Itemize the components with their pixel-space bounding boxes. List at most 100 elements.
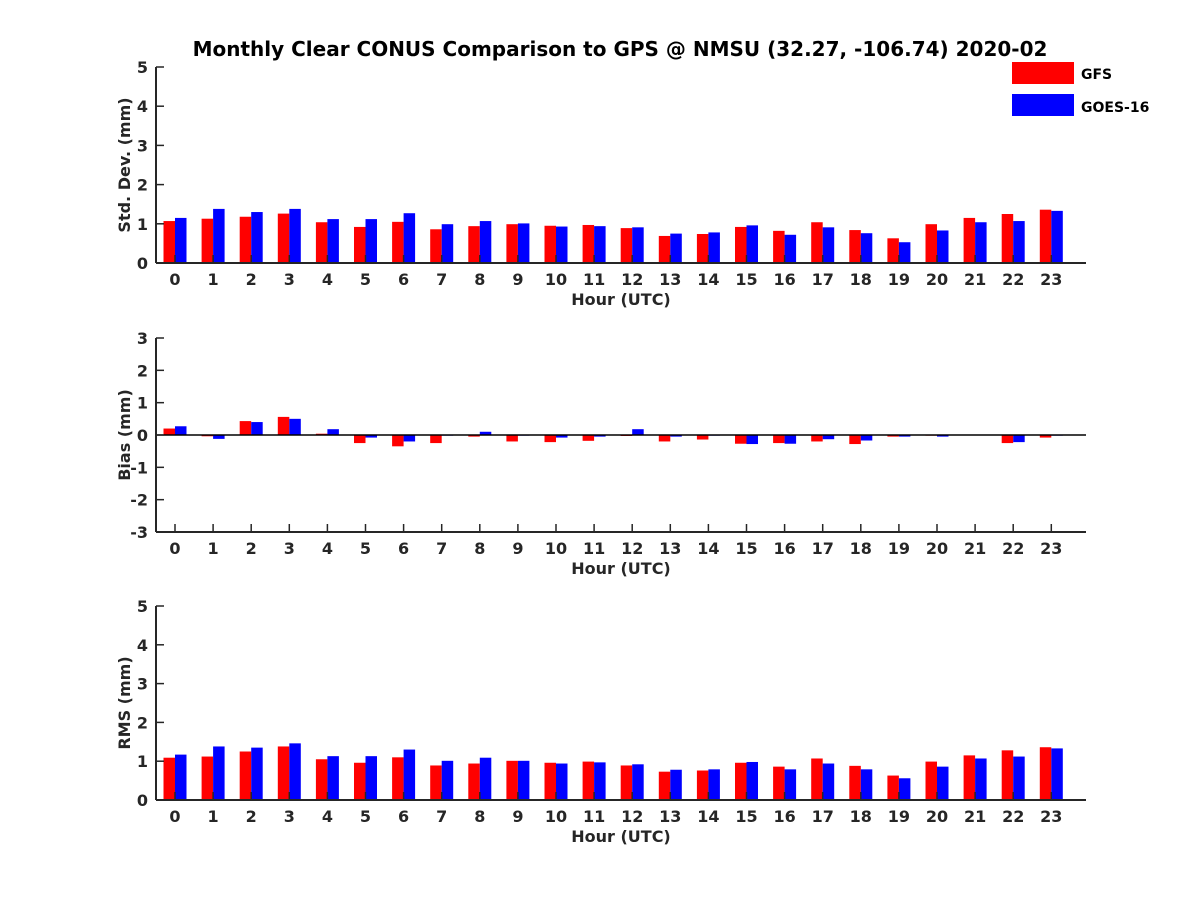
bar-goes16-16: [784, 435, 797, 444]
x-tick-label: 16: [773, 270, 795, 289]
bar-gfs-22: [1001, 750, 1014, 800]
bar-goes16-10: [556, 226, 568, 263]
x-tick-label: 9: [512, 807, 523, 826]
bar-goes16-11: [594, 226, 606, 263]
bar-gfs-5: [354, 762, 366, 800]
x-tick-label: 19: [888, 807, 910, 826]
bar-goes16-20: [937, 435, 949, 437]
bar-goes16-12: [632, 429, 644, 435]
bar-gfs-9: [506, 435, 518, 442]
bar-gfs-11: [582, 435, 595, 441]
bar-goes16-14: [708, 232, 720, 263]
y-tick-label: 1: [137, 215, 148, 234]
x-tick-label: 13: [659, 270, 681, 289]
bar-goes16-7: [441, 760, 454, 800]
y-tick-label: 3: [137, 136, 148, 155]
x-tick-label: 0: [169, 270, 180, 289]
bar-gfs-7: [430, 435, 442, 444]
bar-gfs-19: [887, 435, 899, 437]
y-tick-label: 2: [137, 176, 148, 195]
bar-gfs-9: [506, 760, 518, 800]
y-tick-label: 4: [137, 97, 148, 116]
x-tick-label: 4: [322, 807, 333, 826]
bar-gfs-6: [392, 435, 404, 447]
x-tick-label: 7: [436, 539, 447, 558]
bar-gfs-16: [773, 766, 785, 800]
bar-gfs-9: [506, 224, 518, 263]
y-tick-label: 2: [137, 361, 148, 380]
bar-gfs-22: [1001, 435, 1014, 444]
bar-goes16-8: [479, 431, 492, 435]
x-tick-label: 1: [208, 539, 219, 558]
x-tick-label: 15: [735, 270, 757, 289]
bar-goes16-3: [289, 208, 301, 263]
bar-goes16-15: [746, 435, 758, 445]
bar-gfs-18: [849, 230, 861, 263]
x-tick-label: 22: [1002, 539, 1024, 558]
bar-gfs-15: [735, 435, 747, 444]
bar-gfs-15: [735, 762, 747, 800]
bar-gfs-17: [811, 222, 823, 263]
x-axis-label: Hour (UTC): [571, 827, 671, 846]
x-tick-label: 20: [926, 807, 948, 826]
bar-goes16-17: [822, 763, 835, 800]
bar-gfs-7: [430, 229, 442, 263]
bar-gfs-2: [239, 216, 252, 263]
x-tick-label: 21: [964, 807, 986, 826]
x-tick-label: 16: [773, 539, 795, 558]
bar-gfs-17: [811, 758, 823, 800]
bar-goes16-12: [632, 227, 644, 263]
bar-gfs-7: [430, 765, 442, 800]
legend-label-gfs: GFS: [1081, 67, 1112, 83]
bar-gfs-19: [887, 775, 899, 800]
bar-gfs-23: [1039, 435, 1052, 438]
y-tick-label: 5: [137, 58, 148, 77]
bar-gfs-5: [354, 435, 366, 444]
bar-goes16-15: [746, 761, 758, 800]
bar-goes16-10: [556, 763, 568, 800]
x-tick-label: 0: [169, 807, 180, 826]
bar-goes16-18: [860, 769, 873, 800]
y-tick-label: 4: [137, 636, 148, 655]
bar-goes16-20: [937, 766, 949, 800]
bar-goes16-13: [670, 769, 682, 800]
bar-goes16-4: [327, 756, 339, 800]
bar-goes16-4: [327, 429, 339, 435]
bar-gfs-10: [544, 435, 556, 443]
x-tick-label: 11: [583, 270, 605, 289]
bar-goes16-11: [594, 435, 606, 437]
y-tick-label: 1: [137, 394, 148, 413]
bar-goes16-16: [784, 234, 797, 263]
x-tick-label: 17: [812, 807, 834, 826]
bar-gfs-18: [849, 765, 861, 800]
bar-gfs-20: [925, 224, 937, 263]
x-tick-label: 3: [284, 270, 295, 289]
x-tick-label: 1: [208, 270, 219, 289]
bar-gfs-8: [468, 763, 480, 800]
bar-goes16-4: [327, 219, 339, 263]
bar-gfs-23: [1039, 209, 1052, 263]
x-tick-label: 18: [850, 807, 872, 826]
bar-goes16-5: [365, 435, 377, 438]
figure-title: Monthly Clear CONUS Comparison to GPS @ …: [193, 37, 1048, 61]
bar-goes16-15: [746, 225, 758, 263]
bar-gfs-1: [201, 756, 214, 800]
bar-gfs-14: [696, 770, 709, 800]
x-tick-label: 14: [697, 270, 719, 289]
bar-gfs-3: [277, 416, 290, 435]
bar-goes16-19: [898, 242, 911, 263]
y-tick-label: 0: [137, 254, 148, 273]
legend: GFS GOES-16: [1012, 62, 1149, 116]
bar-gfs-14: [696, 435, 709, 440]
bar-goes16-0: [175, 426, 187, 435]
bar-goes16-22: [1013, 756, 1025, 800]
x-tick-label: 12: [621, 807, 643, 826]
x-tick-label: 17: [812, 270, 834, 289]
bar-goes16-20: [937, 230, 949, 263]
x-tick-label: 15: [735, 539, 757, 558]
bar-goes16-21: [975, 758, 987, 800]
x-tick-label: 12: [621, 270, 643, 289]
